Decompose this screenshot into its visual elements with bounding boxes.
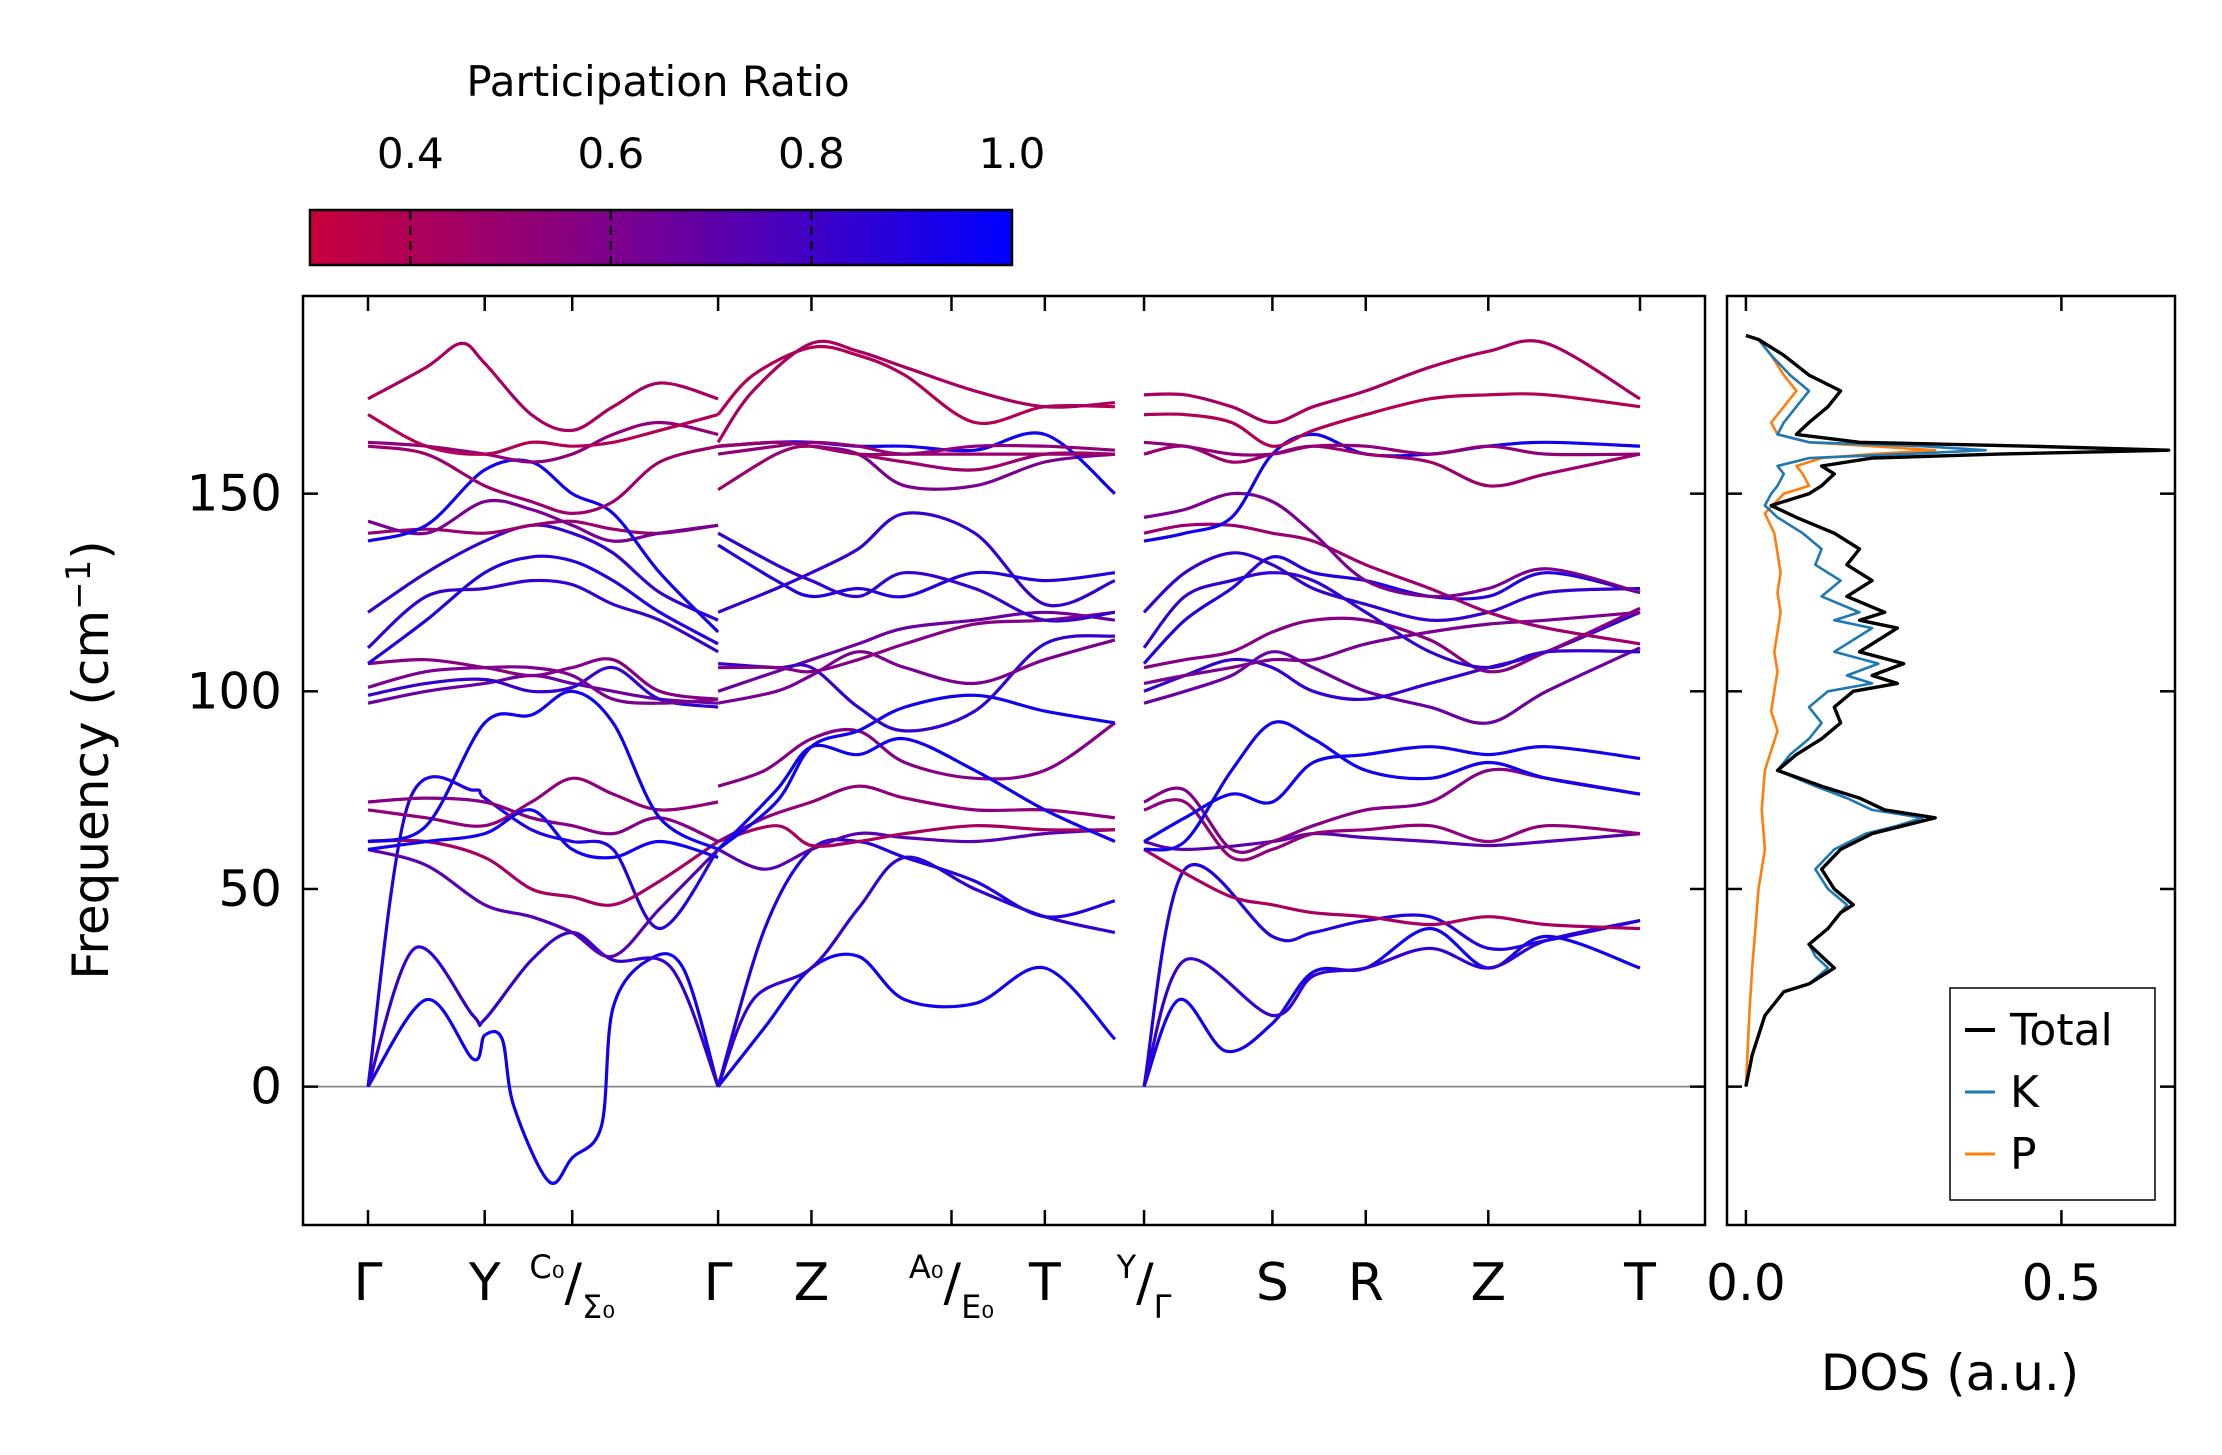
band-optical-107-segment-3 (1143, 606, 1641, 674)
colorbar (308, 208, 1014, 267)
band-optical-blue-85-segment-3 (1143, 720, 1641, 852)
dos-series-p (1744, 334, 1937, 1087)
band-optical-143-segment-1 (367, 498, 719, 543)
x-tick-label-2: C₀/Σ₀ (529, 1248, 615, 1326)
x-tick-label-3: Γ (704, 1253, 733, 1313)
band-acoustic-1-segment-3 (1142, 926, 1641, 1088)
band-optical-170-segment-3 (1143, 392, 1641, 448)
band-acoustic-2-segment-1 (366, 930, 720, 1088)
band-optical-blue-mid-segment-1 (367, 689, 719, 851)
legend-label-k: K (2010, 1067, 2040, 1118)
band-optical-99-segment-2 (717, 634, 1116, 733)
band-optical-175-segment-3 (1143, 339, 1641, 425)
legend-label-p: P (2010, 1129, 2037, 1180)
band-optical-97-segment-1 (367, 673, 719, 705)
band-optical-62-segment-2 (717, 824, 1115, 848)
band-optical-60-segment-2 (717, 828, 1115, 871)
x-tick-label-5: A₀/E₀ (909, 1248, 994, 1326)
band-optical-blue-mid-segment-2 (717, 693, 1116, 851)
y-tick-label-0: 0 (250, 1058, 282, 1116)
band-acoustic-3-segment-3 (1142, 862, 1641, 1087)
y-tick-label-100: 100 (187, 662, 282, 720)
band-acoustic-1-segment-1 (366, 952, 720, 1185)
band-optical-62-segment-3 (1143, 848, 1641, 931)
band-optical-blue-85-segment-2 (716, 737, 1116, 851)
band-optical-170-segment-1 (367, 413, 719, 456)
colorbar-tick-label-1: 0.6 (577, 129, 644, 178)
main-axes: 0 50 100 150 Γ Y C₀/Σ₀ Γ Z A₀/E₀ T Y/Γ S R Z T (187, 296, 1705, 1326)
band-optical-143-segment-2 (718, 440, 1116, 491)
band-optical-170-segment-2 (716, 344, 1115, 426)
band-optical-175-segment-2 (716, 339, 1115, 444)
colorbar-title: Participation Ratio (466, 57, 849, 106)
band-optical-175-segment-1 (367, 341, 719, 433)
band-optical-102-segment-3 (1143, 610, 1641, 685)
band-optical-160-segment-3 (1143, 444, 1641, 488)
band-optical-160-segment-1 (367, 444, 719, 515)
dos-legend: Total KP (1949, 987, 2156, 1201)
x-tick-label-10: Z (1470, 1253, 1506, 1313)
band-optical-97-segment-2 (717, 610, 1116, 693)
band-structure-plot (303, 339, 1705, 1185)
band-optical-152-segment-1 (367, 458, 720, 634)
band-optical-116-segment-3 (1142, 555, 1641, 665)
band-optical-97-segment-3 (1143, 646, 1641, 725)
band-optical-165-segment-2 (717, 440, 1115, 456)
band-optical-111-segment-2 (717, 511, 1116, 614)
x-tick-label-0: Γ (354, 1253, 383, 1313)
band-optical-72-segment-3 (1143, 767, 1641, 854)
band-optical-72-segment-2 (717, 721, 1116, 788)
x-tick-label-7: Y/Γ (1116, 1248, 1172, 1326)
dos-series-total (1744, 333, 2171, 1087)
band-optical-107-segment-1 (367, 657, 719, 701)
y-tick-label-150: 150 (187, 465, 282, 523)
dos-plot (1744, 333, 2171, 1087)
y-axis-label: Frequency (cm−1) (59, 540, 120, 980)
dos-x-tick-label-1: 0.5 (2022, 1254, 2102, 1312)
band-optical-120-segment-1 (367, 523, 719, 622)
band-optical-116-segment-1 (367, 554, 719, 665)
x-tick-label-9: R (1348, 1253, 1384, 1313)
band-optical-102-segment-1 (367, 665, 719, 705)
band-optical-165-segment-3 (1143, 440, 1641, 457)
band-optical-60-segment-1 (367, 847, 720, 959)
band-acoustic-2-segment-3 (1142, 919, 1641, 1088)
x-tick-label-4: Z (794, 1253, 830, 1313)
dos-x-tick-label-0: 0.0 (1706, 1254, 1786, 1312)
x-tick-label-8: S (1256, 1253, 1289, 1313)
band-optical-blue-85-segment-1 (367, 808, 719, 860)
y-tick-label-50: 50 (218, 860, 282, 918)
main-frame (301, 294, 1707, 1227)
x-tick-label-6: T (1028, 1253, 1061, 1313)
legend-label-total: Total (2009, 1005, 2113, 1056)
band-optical-62-segment-1 (367, 838, 720, 907)
band-optical-116-segment-2 (717, 543, 1116, 599)
band-optical-70-segment-3 (1143, 798, 1641, 862)
dos-frame (1725, 294, 2177, 1227)
colorbar-tick-label-3: 1.0 (979, 129, 1046, 178)
band-optical-120-segment-3 (1142, 551, 1641, 623)
band-acoustic-3-segment-2 (716, 837, 1116, 1088)
colorbar-tick-label-2: 0.8 (778, 129, 845, 178)
band-optical-102-segment-2 (717, 638, 1116, 705)
band-acoustic-1-segment-2 (716, 952, 1117, 1088)
x-tick-label-1: Y (468, 1253, 501, 1313)
colorbar-tick-label-0: 0.4 (377, 129, 444, 178)
band-optical-120-segment-2 (717, 531, 1116, 623)
band-optical-111-segment-1 (366, 578, 719, 654)
dos-x-axis-label: DOS (a.u.) (1821, 1344, 2080, 1402)
band-optical-99-segment-1 (367, 665, 719, 709)
colorbar-ticks: 0.4 0.6 0.8 1.0 (377, 129, 1046, 264)
band-optical-140-segment-3 (1143, 522, 1641, 646)
x-tick-label-11: T (1623, 1253, 1656, 1313)
band-optical-160-segment-2 (718, 440, 1115, 457)
band-optical-143-segment-3 (1143, 491, 1641, 599)
band-optical-60-segment-3 (1143, 831, 1641, 851)
dos-axes: 0.0 0.5 (1706, 296, 2175, 1312)
dos-series-k (1744, 334, 1987, 1087)
